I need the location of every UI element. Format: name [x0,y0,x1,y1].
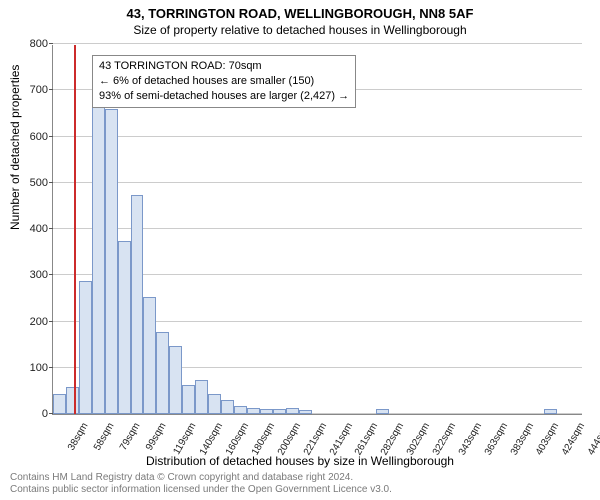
histogram-bar [260,409,273,414]
histogram-bar [92,105,105,414]
ytick-mark [49,321,53,322]
marker-line [74,45,76,414]
ytick-mark [49,228,53,229]
footer-line-2: Contains public sector information licen… [10,484,590,496]
xtick-label: 383sqm [508,421,535,457]
ytick-label: 200 [8,316,48,328]
ytick-label: 0 [8,408,48,420]
histogram-bar [118,241,131,414]
histogram-bar [544,409,557,414]
footer-line-1: Contains HM Land Registry data © Crown c… [10,472,590,484]
attribution-footer: Contains HM Land Registry data © Crown c… [10,472,590,496]
xtick-label: 119sqm [172,421,199,457]
xtick-label: 241sqm [327,421,354,457]
info-box: 43 TORRINGTON ROAD: 70sqm ← 6% of detach… [92,55,356,108]
chart-container: 43, TORRINGTON ROAD, WELLINGBOROUGH, NN8… [0,0,600,500]
ytick-mark [49,274,53,275]
ytick-mark [49,89,53,90]
histogram-bar [143,297,156,414]
xtick-label: 444sqm [586,421,600,457]
xtick-label: 282sqm [379,421,406,457]
histogram-bar [66,387,79,414]
info-line-2: ← 6% of detached houses are smaller (150… [99,74,349,89]
chart-subtitle: Size of property relative to detached ho… [0,21,600,41]
histogram-bar [247,408,260,414]
histogram-bar [156,332,169,414]
histogram-bar [221,400,234,414]
grid-line [53,182,582,183]
y-axis-label: Number of detached properties [8,65,22,230]
chart-title: 43, TORRINGTON ROAD, WELLINGBOROUGH, NN8… [0,0,600,21]
xtick-label: 79sqm [118,421,143,452]
histogram-bar [53,394,66,414]
histogram-bar [105,109,118,414]
chart-area: 010020030040050060070080038sqm58sqm79sqm… [52,45,582,415]
grid-line [53,136,582,137]
histogram-bar [182,385,195,414]
xtick-label: 261sqm [353,421,380,457]
xtick-label: 99sqm [144,421,169,452]
xtick-label: 180sqm [250,421,277,457]
xtick-label: 424sqm [560,421,587,457]
ytick-mark [49,136,53,137]
xtick-label: 200sqm [276,421,303,457]
xtick-label: 363sqm [482,421,509,457]
histogram-bar [79,281,92,414]
grid-line [53,43,582,44]
xtick-label: 322sqm [431,421,458,457]
xtick-label: 58sqm [92,421,117,452]
ytick-mark [49,43,53,44]
ytick-mark [49,182,53,183]
info-line-1: 43 TORRINGTON ROAD: 70sqm [99,59,349,74]
x-axis-label: Distribution of detached houses by size … [0,454,600,468]
histogram-bar [208,394,221,414]
histogram-bar [286,408,299,414]
histogram-bar [131,195,144,414]
info-line-3: 93% of semi-detached houses are larger (… [99,89,349,104]
ytick-label: 800 [8,38,48,50]
xtick-label: 38sqm [66,421,91,452]
ytick-label: 300 [8,269,48,281]
histogram-bar [376,409,389,414]
ytick-label: 100 [8,362,48,374]
xtick-label: 343sqm [457,421,484,457]
xtick-label: 403sqm [534,421,561,457]
xtick-label: 160sqm [224,421,251,457]
xtick-label: 140sqm [198,421,225,457]
histogram-bar [169,346,182,414]
histogram-bar [273,409,286,414]
histogram-bar [299,410,312,414]
histogram-bar [234,406,247,414]
ytick-mark [49,367,53,368]
xtick-label: 302sqm [405,421,432,457]
histogram-bar [195,380,208,414]
xtick-label: 221sqm [301,421,328,457]
